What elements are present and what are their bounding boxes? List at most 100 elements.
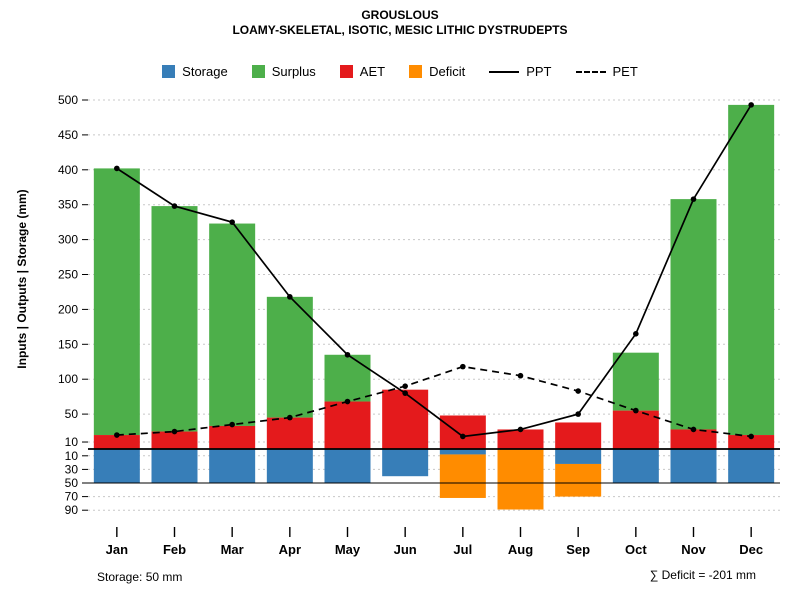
bar-aet-Aug <box>497 429 544 449</box>
pet-legend-line-sample <box>575 70 606 73</box>
y-tick-label-upper-250: 250 <box>58 268 78 282</box>
bar-surplus-Oct <box>612 352 659 411</box>
bar-deficit-Jul <box>439 454 486 498</box>
legend-label: Deficit <box>429 64 466 79</box>
pet-point-Jul <box>460 363 466 370</box>
y-tick-label-upper-10: 10 <box>65 435 79 449</box>
pet-point-Apr <box>287 414 293 421</box>
ppt-point-Jan <box>114 165 120 172</box>
legend-label: Surplus <box>271 64 316 79</box>
bar-storage-Jan <box>93 449 140 483</box>
legend-item-aet: AET <box>339 64 386 79</box>
y-tick-label-upper-150: 150 <box>58 337 78 351</box>
y-tick-label-upper-400: 400 <box>58 163 78 177</box>
y-tick-label-upper-500: 500 <box>58 93 78 107</box>
y-tick-label-lower-90: 90 <box>65 503 79 517</box>
deficit-sum-annotation: ∑ Deficit = -201 mm <box>649 568 756 582</box>
bar-aet-Apr <box>266 417 313 449</box>
month-label-Nov: Nov <box>681 542 706 557</box>
pet-line <box>116 365 752 438</box>
legend-label: Storage <box>182 64 228 79</box>
legend: Storage Surplus AET Deficit PPT PET <box>0 64 800 79</box>
bar-deficit-Aug <box>497 449 544 510</box>
bar-storage-Dec <box>728 449 775 483</box>
legend-item-deficit: Deficit <box>409 64 465 79</box>
aet-legend-swatch <box>339 65 353 78</box>
bar-deficit-Sep <box>555 463 602 497</box>
legend-item-pet: PET <box>575 64 638 79</box>
bar-surplus-Dec <box>728 104 775 436</box>
bar-storage-Apr <box>266 449 313 483</box>
bar-aet-Mar <box>209 425 256 449</box>
bar-aet-May <box>324 401 371 449</box>
ppt-point-Apr <box>287 294 293 300</box>
deficit-legend-swatch <box>409 65 423 78</box>
bar-storage-May <box>324 449 371 483</box>
pet-point-May <box>344 398 351 405</box>
y-tick-label-upper-300: 300 <box>58 233 78 247</box>
legend-label: PPT <box>526 64 552 79</box>
y-tick-label-upper-350: 350 <box>58 198 78 212</box>
ppt-point-Oct <box>633 331 639 337</box>
bar-surplus-Feb <box>151 206 198 432</box>
bar-surplus-Nov <box>670 199 717 430</box>
month-label-Jul: Jul <box>453 542 472 557</box>
pet-point-Sep <box>575 388 581 394</box>
month-label-Mar: Mar <box>221 542 244 557</box>
ppt-point-May <box>344 351 351 358</box>
y-tick-label-upper-200: 200 <box>58 302 78 316</box>
month-label-Sep: Sep <box>566 542 590 557</box>
chart-subtitle: LOAMY-SKELETAL, ISOTIC, MESIC LITHIC DYS… <box>232 23 568 37</box>
pet-point-Feb <box>171 428 178 435</box>
y-tick-label-upper-100: 100 <box>58 372 78 386</box>
ppt-point-Nov <box>690 196 697 202</box>
bar-aet-Oct <box>612 410 659 449</box>
y-tick-label-lower-10: 10 <box>65 449 79 463</box>
bar-storage-Feb <box>151 449 198 483</box>
bar-storage-Jun <box>382 449 429 477</box>
month-label-Dec: Dec <box>739 542 763 557</box>
y-tick-label-lower-70: 70 <box>65 490 79 504</box>
ppt-point-Jun <box>402 390 408 396</box>
month-label-Jan: Jan <box>106 542 128 557</box>
legend-item-storage: Storage <box>162 64 228 79</box>
y-tick-label-lower-50: 50 <box>65 476 79 490</box>
surplus-legend-swatch <box>251 65 265 78</box>
pet-point-Mar <box>229 421 235 428</box>
ppt-line <box>116 104 752 438</box>
ppt-point-Aug <box>517 426 524 433</box>
pet-point-Dec <box>748 433 754 440</box>
bar-storage-Oct <box>612 449 659 483</box>
storage-annotation: Storage: 50 mm <box>97 570 183 584</box>
ppt-legend-line-sample <box>489 70 520 73</box>
y-tick-label-upper-450: 450 <box>58 128 78 142</box>
legend-item-surplus: Surplus <box>251 64 316 79</box>
bar-storage-Mar <box>209 449 256 483</box>
month-label-Oct: Oct <box>625 542 647 557</box>
pet-point-Jan <box>114 432 120 438</box>
bar-storage-Nov <box>670 449 717 483</box>
bar-surplus-Mar <box>209 223 256 426</box>
month-label-Feb: Feb <box>163 542 186 557</box>
pet-point-Jun <box>402 383 408 389</box>
month-label-Jun: Jun <box>394 542 417 557</box>
bar-aet-Jul <box>439 415 486 449</box>
legend-label: PET <box>612 64 638 79</box>
bar-surplus-Jan <box>93 168 140 436</box>
y-tick-label-lower-30: 30 <box>65 462 79 476</box>
ppt-point-Feb <box>171 203 178 209</box>
chart-title: GROUSLOUS <box>361 8 439 22</box>
month-label-Aug: Aug <box>508 542 533 557</box>
y-tick-label-upper-50: 50 <box>65 407 79 421</box>
pet-point-Oct <box>633 407 639 414</box>
bar-aet-Dec <box>728 435 775 449</box>
legend-item-ppt: PPT <box>489 64 552 79</box>
legend-label: AET <box>359 64 386 79</box>
pet-point-Aug <box>517 372 524 379</box>
ppt-point-Dec <box>748 102 754 108</box>
ppt-point-Mar <box>229 219 235 225</box>
bar-storage-Sep <box>555 449 602 464</box>
bar-aet-Jan <box>93 435 140 449</box>
bar-aet-Jun <box>382 389 429 449</box>
